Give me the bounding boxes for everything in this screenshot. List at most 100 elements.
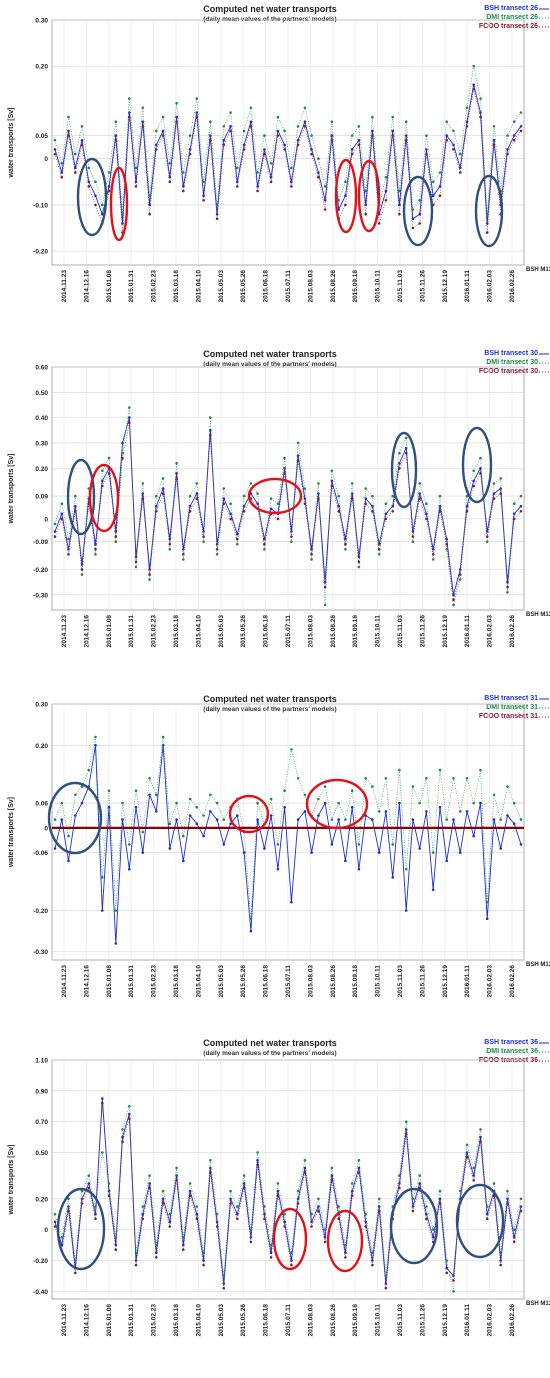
data-point <box>452 603 455 607</box>
data-point <box>236 1205 239 1208</box>
data-point <box>263 537 266 541</box>
x-tick-label: 2016.02.03 <box>487 965 494 998</box>
data-point <box>377 553 381 556</box>
data-point <box>391 134 395 137</box>
data-point <box>431 180 435 184</box>
x-tick-label: 2015.06.18 <box>263 1304 270 1337</box>
data-point <box>411 208 415 211</box>
legend-entry: FCOO transect 36 <box>479 1057 538 1064</box>
data-point <box>384 502 388 505</box>
data-point <box>425 777 428 780</box>
data-point <box>249 1228 253 1231</box>
data-point <box>384 512 388 516</box>
data-point <box>195 805 199 809</box>
x-tick-label: 2016.01.11 <box>464 615 471 648</box>
data-point <box>310 134 313 137</box>
data-point <box>222 125 226 128</box>
data-point <box>128 1112 131 1116</box>
data-point <box>188 1194 192 1197</box>
data-point <box>242 504 246 508</box>
data-point <box>168 847 172 850</box>
data-point <box>411 226 415 230</box>
data-point <box>391 115 395 119</box>
data-point <box>391 494 395 498</box>
data-point <box>398 768 401 772</box>
data-point <box>121 451 124 455</box>
x-tick-label: 2015.12.19 <box>442 965 449 998</box>
x-tick-label: 2015.08.26 <box>330 270 337 303</box>
data-point <box>134 180 138 184</box>
legend-entry: FCOO transect 30 <box>479 368 538 375</box>
data-point <box>94 548 97 551</box>
data-point <box>485 900 489 904</box>
data-point <box>290 185 293 188</box>
data-point <box>492 497 496 500</box>
blue-annotation-ellipse <box>390 431 418 509</box>
data-point <box>303 1171 307 1174</box>
x-tick-label: 2015.05.26 <box>240 270 247 303</box>
data-point <box>418 212 422 216</box>
data-point <box>418 492 422 495</box>
data-point <box>330 479 334 483</box>
data-point <box>290 748 293 751</box>
data-point <box>479 115 482 119</box>
data-point <box>479 768 482 772</box>
chart-panel-2: Computed net water transports (daily mean… <box>8 349 550 648</box>
data-point <box>80 125 84 128</box>
data-point <box>404 120 408 123</box>
data-point <box>404 134 408 137</box>
x-tick-label: 2015.05.03 <box>218 965 225 998</box>
data-point <box>303 125 307 128</box>
data-point <box>236 166 239 170</box>
data-point <box>283 148 286 151</box>
data-point <box>283 143 286 147</box>
data-point <box>114 942 118 945</box>
data-point <box>458 810 462 813</box>
data-point <box>114 535 118 538</box>
data-point <box>398 461 401 465</box>
data-point <box>67 537 70 541</box>
data-point <box>175 461 178 465</box>
data-point <box>141 482 145 485</box>
x-tick-label: 2015.02.23 <box>151 615 158 648</box>
data-point <box>431 1228 435 1231</box>
data-point <box>303 1158 307 1162</box>
data-point <box>418 497 422 500</box>
data-point <box>317 497 320 500</box>
data-point <box>229 111 232 114</box>
data-point <box>276 517 280 521</box>
x-tick-label: 2015.07.11 <box>285 270 292 303</box>
data-point <box>236 542 239 546</box>
x-tick-label: 2015.05.26 <box>240 615 247 648</box>
x-tick-label: 2016.02.26 <box>509 270 516 303</box>
y-tick-label: 0 <box>44 156 48 163</box>
data-point <box>114 1248 118 1251</box>
data-point <box>310 1220 313 1224</box>
data-point <box>182 1236 185 1239</box>
data-point <box>310 851 313 854</box>
data-point <box>229 1197 232 1201</box>
data-point <box>303 1166 307 1170</box>
data-point <box>350 805 354 809</box>
data-point <box>404 909 408 912</box>
data-point <box>155 1256 158 1259</box>
data-point <box>398 1182 401 1185</box>
data-point <box>256 502 259 505</box>
data-point <box>80 143 84 147</box>
data-point <box>384 517 388 521</box>
data-point <box>101 212 104 216</box>
data-point <box>418 801 422 805</box>
blue-annotation-ellipse <box>76 157 108 237</box>
data-point <box>344 194 347 197</box>
data-point <box>263 847 266 850</box>
data-point <box>128 97 131 100</box>
data-point <box>256 1163 259 1167</box>
data-point <box>371 129 374 133</box>
data-point <box>195 97 199 100</box>
data-point <box>418 1182 422 1185</box>
data-point <box>445 542 449 546</box>
data-point <box>80 1189 84 1193</box>
data-point <box>60 175 64 179</box>
data-point <box>350 134 354 137</box>
data-point <box>67 134 70 137</box>
